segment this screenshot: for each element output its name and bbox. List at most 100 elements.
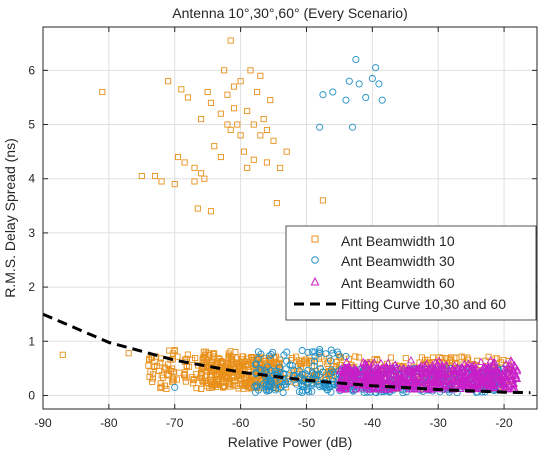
fitting-curve xyxy=(42,312,531,395)
beamwidth-10-point xyxy=(184,94,191,101)
beamwidth-60-point xyxy=(470,367,479,375)
beamwidth-10-point xyxy=(182,374,189,381)
beamwidth-30-point xyxy=(272,384,280,392)
beamwidth-10-point xyxy=(138,172,145,180)
beamwidth-60-point xyxy=(360,371,369,380)
x-tick-label: -60 xyxy=(232,416,250,430)
x-tick-label: -50 xyxy=(298,416,316,430)
legend: Ant Beamwidth 10 Ant Beamwidth 30 Ant Be… xyxy=(285,225,537,321)
beamwidth-30-point xyxy=(304,366,312,374)
beamwidth-10-point xyxy=(254,88,261,96)
beamwidth-60-point xyxy=(508,365,518,373)
beamwidth-30-point xyxy=(327,380,336,388)
beamwidth-60-point xyxy=(370,366,379,375)
beamwidth-30-point xyxy=(308,387,316,395)
beamwidth-60-point xyxy=(488,369,498,378)
beamwidth-60-point xyxy=(499,372,508,381)
beamwidth-60-point xyxy=(463,363,473,371)
beamwidth-60-point xyxy=(413,378,422,386)
beamwidth-30-point xyxy=(311,357,319,365)
beamwidth-60-point xyxy=(506,356,516,364)
beamwidth-10-point xyxy=(247,379,254,386)
beamwidth-30-point xyxy=(303,385,311,393)
beamwidth-10-point xyxy=(293,353,300,360)
beamwidth-10-point xyxy=(497,359,504,366)
beamwidth-10-point xyxy=(204,88,211,96)
beamwidth-30-point xyxy=(254,348,262,356)
beamwidth-60-point xyxy=(374,376,383,385)
beamwidth-10-point xyxy=(217,153,224,161)
beamwidth-60-point xyxy=(463,369,472,377)
x-tick-label: -20 xyxy=(495,416,513,430)
beamwidth-60-point xyxy=(508,384,517,392)
beamwidth-10-point xyxy=(189,380,197,387)
beamwidth-10-point xyxy=(267,97,274,104)
beamwidth-60-point xyxy=(468,368,477,376)
beamwidth-10-point xyxy=(218,358,225,365)
beamwidth-30-point xyxy=(288,362,296,370)
x-tick-label: -80 xyxy=(100,416,118,430)
beamwidth-10-point xyxy=(247,67,254,74)
beamwidth-10-point xyxy=(436,354,443,361)
x-axis-label: Relative Power (dB) xyxy=(228,434,353,450)
beamwidth-10-point xyxy=(402,355,409,362)
beamwidth-60-point xyxy=(408,365,417,374)
beamwidth-60-point xyxy=(484,364,493,372)
beamwidth-60-point xyxy=(443,374,452,382)
beamwidth-10-point xyxy=(237,78,244,85)
y-tick-label: 6 xyxy=(28,63,35,77)
beamwidth-10-point xyxy=(192,354,199,362)
beamwidth-10-point xyxy=(181,371,188,378)
y-tick-label: 1 xyxy=(28,334,35,348)
beamwidth-60-point xyxy=(407,373,416,382)
beamwidth-60-point xyxy=(438,374,447,382)
beamwidth-10-point xyxy=(228,359,235,366)
beamwidth-60-point xyxy=(491,365,500,373)
beamwidth-10-point xyxy=(257,72,264,79)
beamwidth-30-point xyxy=(267,378,275,386)
beamwidth-60-point xyxy=(485,381,494,390)
beamwidth-60-point xyxy=(498,369,507,378)
beamwidth-60-point xyxy=(477,378,486,386)
beamwidth-10-point xyxy=(174,153,182,161)
legend-symbol-square xyxy=(311,235,319,243)
x-tick-label: -40 xyxy=(364,416,382,430)
beamwidth-10-point xyxy=(429,354,437,361)
beamwidth-10-point xyxy=(164,371,171,378)
beamwidth-10-point xyxy=(443,355,450,362)
beamwidth-10-point xyxy=(198,116,205,123)
beamwidth-10-point xyxy=(151,363,158,370)
beamwidth-30-point xyxy=(319,368,327,376)
beamwidth-30-point xyxy=(362,93,370,101)
beamwidth-30-point xyxy=(282,365,290,373)
beamwidth-60-point xyxy=(471,381,480,389)
legend-label-beamwidth-30: Ant Beamwidth 30 xyxy=(341,253,455,269)
beamwidth-30-point xyxy=(372,64,380,72)
beamwidth-60-point xyxy=(342,357,351,365)
beamwidth-60-point xyxy=(377,365,386,373)
beamwidth-30-point xyxy=(349,123,357,131)
beamwidth-60-point xyxy=(493,375,502,384)
beamwidth-10-point xyxy=(229,374,236,382)
beamwidth-10-point xyxy=(211,350,218,357)
beamwidth-10-point xyxy=(165,78,172,85)
beamwidth-30-point xyxy=(267,350,275,359)
beamwidth-60-point xyxy=(399,364,408,372)
beamwidth-10-point xyxy=(356,354,363,361)
beamwidth-30-point xyxy=(342,96,350,104)
beamwidth-60-point xyxy=(476,357,486,366)
beamwidth-30-point xyxy=(310,362,318,370)
x-tick-label: -70 xyxy=(166,416,184,430)
beamwidth-30-point xyxy=(329,88,337,96)
beamwidth-10-point xyxy=(217,110,224,117)
beamwidth-60-point xyxy=(374,383,383,392)
beamwidth-60-point xyxy=(453,363,462,371)
beamwidth-10-point xyxy=(244,164,251,171)
beamwidth-10-point xyxy=(158,383,165,390)
beamwidth-60-point xyxy=(428,378,437,386)
beamwidth-10-point xyxy=(237,364,244,371)
beamwidth-10-point xyxy=(446,356,454,363)
beamwidth-60-point xyxy=(503,367,512,376)
beamwidth-30-point xyxy=(378,96,386,104)
